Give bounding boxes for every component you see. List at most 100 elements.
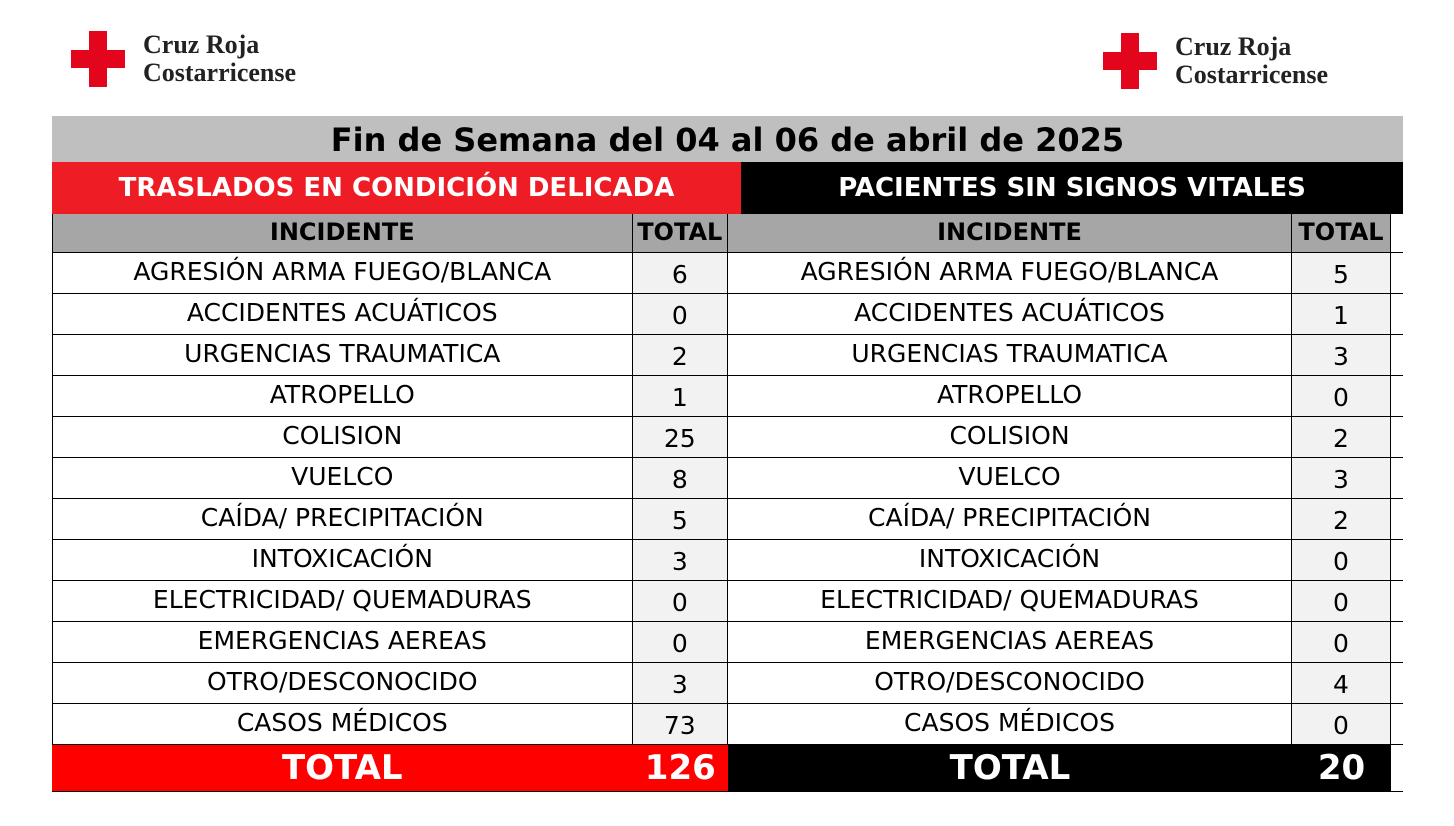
incident-cell: CASOS MÉDICOS — [52, 704, 633, 744]
incident-cell: URGENCIAS TRAUMATICA — [728, 335, 1292, 375]
header-row: INCIDENTE TOTAL — [52, 214, 728, 253]
incident-cell: INTOXICACIÓN — [52, 540, 633, 580]
total-cell: 0 — [632, 294, 728, 334]
logo-text: Cruz Roja Costarricense — [143, 31, 296, 87]
table-row: ATROPELLO 0 — [728, 376, 1403, 417]
report-table: Fin de Semana del 04 al 06 de abril de 2… — [52, 116, 1403, 792]
table-row: EMERGENCIAS AEREAS 0 — [728, 622, 1403, 663]
incident-cell: CAÍDA/ PRECIPITACIÓN — [728, 499, 1292, 539]
incident-cell: EMERGENCIAS AEREAS — [728, 622, 1292, 662]
total-cell: 3 — [1292, 335, 1391, 375]
table-row: CAÍDA/ PRECIPITACIÓN 5 — [52, 499, 728, 540]
total-cell: 4 — [1292, 663, 1391, 703]
logo-line1: Cruz Roja — [143, 30, 260, 59]
incident-cell: ACCIDENTES ACUÁTICOS — [52, 294, 633, 334]
total-cell: 2 — [1292, 499, 1391, 539]
total-cell: 2 — [632, 335, 728, 375]
table-row: CASOS MÉDICOS 0 — [728, 704, 1403, 745]
total-cell: 5 — [1292, 253, 1391, 293]
total-cell: 3 — [1292, 458, 1391, 498]
incident-cell: COLISION — [728, 417, 1292, 457]
table-row: CAÍDA/ PRECIPITACIÓN 2 — [728, 499, 1403, 540]
table-row: VUELCO 8 — [52, 458, 728, 499]
column-header-incident: INCIDENTE — [52, 214, 633, 252]
total-cell: 25 — [632, 417, 728, 457]
table-body: INCIDENTE TOTAL AGRESIÓN ARMA FUEGO/BLAN… — [52, 214, 1403, 792]
table-row: INTOXICACIÓN 0 — [728, 540, 1403, 581]
column-header-total: TOTAL — [1292, 214, 1391, 252]
incident-cell: VUELCO — [52, 458, 633, 498]
report-title: Fin de Semana del 04 al 06 de abril de 2… — [52, 116, 1403, 162]
table-row: ACCIDENTES ACUÁTICOS 1 — [728, 294, 1403, 335]
total-label: TOTAL — [728, 745, 1292, 791]
logo-line1: Cruz Roja — [1175, 32, 1292, 61]
total-cell: 0 — [1292, 622, 1391, 662]
logo-right: Cruz Roja Costarricense — [1103, 33, 1328, 89]
column-header-total: TOTAL — [632, 214, 728, 252]
table-row: EMERGENCIAS AEREAS 0 — [52, 622, 728, 663]
incident-cell: AGRESIÓN ARMA FUEGO/BLANCA — [52, 253, 633, 293]
incident-cell: AGRESIÓN ARMA FUEGO/BLANCA — [728, 253, 1292, 293]
red-cross-icon — [71, 31, 125, 87]
total-cell: 3 — [632, 663, 728, 703]
total-row: TOTAL 126 — [52, 745, 728, 792]
table-row: VUELCO 3 — [728, 458, 1403, 499]
total-cell: 73 — [632, 704, 728, 744]
total-cell: 5 — [632, 499, 728, 539]
incident-cell: VUELCO — [728, 458, 1292, 498]
section-header-row: TRASLADOS EN CONDICIÓN DELICADA PACIENTE… — [52, 162, 1403, 214]
total-cell: 6 — [632, 253, 728, 293]
total-cell: 8 — [632, 458, 728, 498]
total-label: TOTAL — [52, 745, 633, 791]
total-cell: 2 — [1292, 417, 1391, 457]
table-row: ELECTRICIDAD/ QUEMADURAS 0 — [728, 581, 1403, 622]
logo-left: Cruz Roja Costarricense — [71, 31, 296, 87]
incident-cell: ELECTRICIDAD/ QUEMADURAS — [728, 581, 1292, 621]
total-cell: 3 — [632, 540, 728, 580]
table-row: ACCIDENTES ACUÁTICOS 0 — [52, 294, 728, 335]
section-title-right: PACIENTES SIN SIGNOS VITALES — [741, 162, 1403, 214]
incident-cell: URGENCIAS TRAUMATICA — [52, 335, 633, 375]
incident-cell: INTOXICACIÓN — [728, 540, 1292, 580]
logo-line2: Costarricense — [1175, 60, 1329, 89]
right-table: INCIDENTE TOTAL AGRESIÓN ARMA FUEGO/BLAN… — [728, 214, 1403, 792]
section-title-left: TRASLADOS EN CONDICIÓN DELICADA — [52, 162, 741, 214]
table-row: URGENCIAS TRAUMATICA 2 — [52, 335, 728, 376]
table-row: INTOXICACIÓN 3 — [52, 540, 728, 581]
total-row: TOTAL 20 — [728, 745, 1403, 792]
table-row: AGRESIÓN ARMA FUEGO/BLANCA 5 — [728, 253, 1403, 294]
total-cell: 1 — [1292, 294, 1391, 334]
red-cross-icon — [1103, 33, 1157, 89]
total-cell: 1 — [632, 376, 728, 416]
incident-cell: EMERGENCIAS AEREAS — [52, 622, 633, 662]
left-table: INCIDENTE TOTAL AGRESIÓN ARMA FUEGO/BLAN… — [52, 214, 728, 792]
total-cell: 0 — [1292, 581, 1391, 621]
table-row: AGRESIÓN ARMA FUEGO/BLANCA 6 — [52, 253, 728, 294]
total-cell: 0 — [1292, 376, 1391, 416]
table-row: ATROPELLO 1 — [52, 376, 728, 417]
total-cell: 0 — [1292, 540, 1391, 580]
table-row: COLISION 25 — [52, 417, 728, 458]
total-cell: 0 — [632, 622, 728, 662]
header-row: INCIDENTE TOTAL — [728, 214, 1403, 253]
column-header-incident: INCIDENTE — [728, 214, 1292, 252]
incident-cell: CASOS MÉDICOS — [728, 704, 1292, 744]
table-row: URGENCIAS TRAUMATICA 3 — [728, 335, 1403, 376]
incident-cell: CAÍDA/ PRECIPITACIÓN — [52, 499, 633, 539]
incident-cell: ATROPELLO — [52, 376, 633, 416]
total-value: 20 — [1292, 745, 1391, 791]
table-row: OTRO/DESCONOCIDO 4 — [728, 663, 1403, 704]
incident-cell: OTRO/DESCONOCIDO — [52, 663, 633, 703]
total-cell: 0 — [632, 581, 728, 621]
incident-cell: OTRO/DESCONOCIDO — [728, 663, 1292, 703]
logo-line2: Costarricense — [143, 58, 297, 87]
table-row: CASOS MÉDICOS 73 — [52, 704, 728, 745]
table-row: OTRO/DESCONOCIDO 3 — [52, 663, 728, 704]
logo-text: Cruz Roja Costarricense — [1175, 33, 1328, 89]
incident-cell: ATROPELLO — [728, 376, 1292, 416]
table-row: ELECTRICIDAD/ QUEMADURAS 0 — [52, 581, 728, 622]
incident-cell: ACCIDENTES ACUÁTICOS — [728, 294, 1292, 334]
total-cell: 0 — [1292, 704, 1391, 744]
incident-cell: ELECTRICIDAD/ QUEMADURAS — [52, 581, 633, 621]
table-row: COLISION 2 — [728, 417, 1403, 458]
